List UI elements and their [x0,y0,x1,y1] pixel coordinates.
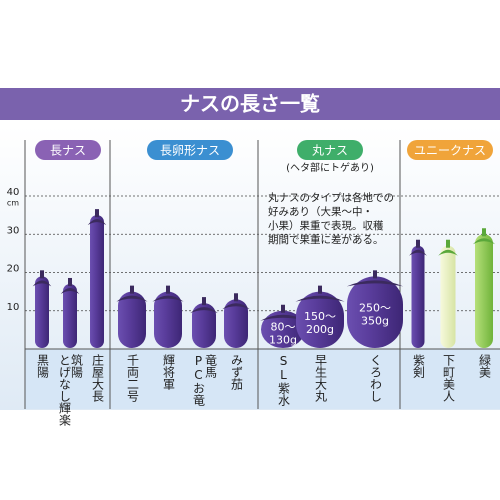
category-label: 黒陽 [36,354,50,379]
group-name: 丸ナス [312,144,348,158]
calyx [346,280,404,287]
calyx [152,295,184,302]
category-label: 竜馬 [204,354,218,379]
eggplant [63,283,77,348]
note: (ヘタ部にトゲあり) [286,161,374,174]
eggplant [90,215,104,348]
y-tick-label: 30 [7,225,20,236]
eggplant [411,245,425,348]
calyx [438,249,458,256]
category-label: 筑陽 [70,353,84,379]
paragraph-line: 好みあり（大果〜中・ [268,205,373,218]
value-label: 250〜 [359,302,391,315]
stem [40,270,44,279]
calyx [32,280,52,287]
group-pill [147,140,233,160]
stem [281,304,285,313]
stem [166,285,170,294]
category-label: 庄屋大長 [91,353,105,402]
stem [95,209,99,218]
calyx [116,295,148,302]
calyx [295,295,345,302]
eggplant [154,291,182,348]
category-label: とげなし輝楽 [58,354,72,426]
eggplant [118,291,146,348]
group-name: ユニークナス [414,144,486,158]
category-label: 千両二号 [126,354,140,402]
group-name: 長ナス [50,144,86,158]
stem [130,285,134,294]
y-unit: cm [7,199,19,208]
paragraph-line: 丸ナスのタイプは各地での [268,191,394,204]
category-label: くろわし [369,354,383,402]
eggplant [224,299,248,348]
category-label: PCお竜 [192,354,206,406]
eggplant [347,276,403,348]
y-tick-label: 10 [7,302,20,313]
title-band [0,88,500,120]
calyx [60,287,80,294]
group-pill [297,140,363,160]
eggplant [261,310,305,348]
value-label: 200g [306,323,334,336]
category-label: 下町美人 [442,354,456,402]
stem [202,297,206,306]
calyx [260,314,306,321]
eggplant [192,303,216,348]
stem [482,228,486,237]
stem [234,293,238,302]
category-label: SL紫水 [277,354,291,406]
label-area [25,349,500,409]
paragraph-line: 期間で果重に差がある。 [268,233,384,246]
y-tick-label: 20 [7,264,20,275]
stem [416,239,420,248]
stem [446,239,450,248]
chart-title: ナスの長さ一覧 [180,92,320,116]
calyx [222,303,250,310]
calyx [87,219,107,226]
group-pill [407,140,493,160]
value-label: 130g [269,334,297,347]
category-label: 輝将軍 [162,354,176,390]
value-label: 80〜 [271,321,296,334]
stem [373,270,377,279]
calyx [190,307,218,314]
eggplant [475,234,493,348]
group-pill [35,140,101,160]
category-label: 緑美 [478,353,492,378]
calyx [472,238,496,245]
eggplant [35,276,49,348]
category-label: みず茄 [230,354,244,391]
category-label: 早生大丸 [314,354,328,403]
paragraph-line: 小果）果重で表現。収穫 [268,219,384,232]
value-label: 350g [361,315,389,328]
eggplant [296,291,344,348]
value-label: 150〜 [304,310,336,323]
category-label: 紫剣 [412,354,426,378]
stem [318,285,322,294]
group-name: 長卵形ナス [160,144,220,158]
eggplant [440,245,456,348]
stem [68,277,72,286]
y-tick-label: 40 [7,187,20,198]
calyx [409,249,427,256]
